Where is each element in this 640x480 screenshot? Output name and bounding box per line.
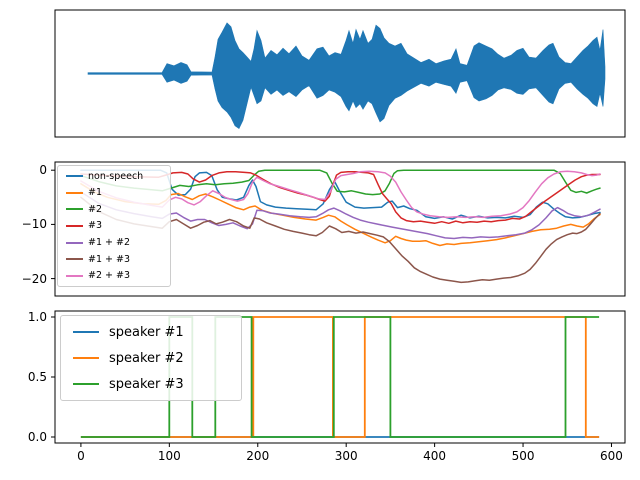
likelihood-ytick-label: −10 <box>21 217 47 232</box>
likelihood-curve-6 <box>80 170 601 219</box>
likelihood-curve-4 <box>80 191 601 240</box>
likelihood-curve-3 <box>80 171 601 225</box>
activity-ytick-label: 1.0 <box>27 310 47 324</box>
legend-entry: #1 + #2 <box>62 235 166 250</box>
likelihood-legend: non-speech #1 #2 #3 #1 + #2 #1 + #3 #2 + #3 <box>57 165 171 287</box>
likelihood-curve-1 <box>80 183 601 247</box>
legend-entry: #3 <box>62 218 166 233</box>
legend-swatch-icon <box>73 357 99 359</box>
legend-swatch-icon <box>66 258 83 261</box>
waveform-plot <box>54 9 626 138</box>
likelihood-ytick-label: −20 <box>21 271 47 286</box>
legend-entry: #1 <box>62 185 166 200</box>
activity-xtick-label: 100 <box>157 449 181 463</box>
legend-swatch-icon <box>66 208 83 211</box>
legend-label: #1 + #2 <box>88 237 131 249</box>
legend-swatch-icon <box>66 274 83 277</box>
legend-swatch-icon <box>66 191 83 194</box>
activity-step-1 <box>80 316 600 438</box>
legend-entry: speaker #2 <box>67 346 235 371</box>
legend-swatch-icon <box>66 241 83 244</box>
activity-xtick-label: 500 <box>511 449 535 463</box>
likelihood-ytick-label: 0 <box>39 163 47 178</box>
legend-label: speaker #3 <box>109 376 184 392</box>
legend-label: #2 + #3 <box>88 270 131 282</box>
activity-ytick-label: 0.5 <box>27 370 47 384</box>
activity-ytick-label: 0.0 <box>27 430 47 444</box>
legend-swatch-icon <box>66 175 83 178</box>
activity-xtick-label: 600 <box>600 449 623 463</box>
likelihood-plot <box>51 161 626 297</box>
activity-xtick-label: 200 <box>246 449 270 463</box>
legend-entry: speaker #3 <box>67 372 235 397</box>
legend-label: speaker #1 <box>109 324 184 340</box>
speaker-legend: speaker #1 speaker #2 speaker #3 <box>60 315 242 401</box>
legend-entry: speaker #1 <box>67 320 235 345</box>
likelihood-curve-2 <box>80 169 601 196</box>
legend-entry: #1 + #3 <box>62 252 166 267</box>
likelihood-spines <box>54 161 626 297</box>
waveform-trace <box>87 22 606 129</box>
legend-label: speaker #2 <box>109 350 184 366</box>
activity-xtick-label: 400 <box>423 449 447 463</box>
activity-xtick-label: 0 <box>77 449 85 463</box>
legend-swatch-icon <box>73 331 99 333</box>
legend-entry: #2 + #3 <box>62 268 166 283</box>
legend-swatch-icon <box>66 224 83 227</box>
legend-entry: #2 <box>62 202 166 217</box>
activity-xtick-label: 300 <box>334 449 358 463</box>
likelihood-curve-5 <box>80 196 601 284</box>
legend-label: #3 <box>88 220 103 232</box>
legend-entry: non-speech <box>62 169 166 184</box>
legend-label: non-speech <box>88 170 144 182</box>
legend-label: #1 + #3 <box>88 253 131 265</box>
waveform-spines <box>54 9 626 138</box>
legend-label: #2 <box>88 203 103 215</box>
legend-swatch-icon <box>73 383 99 385</box>
legend-label: #1 <box>88 187 103 199</box>
